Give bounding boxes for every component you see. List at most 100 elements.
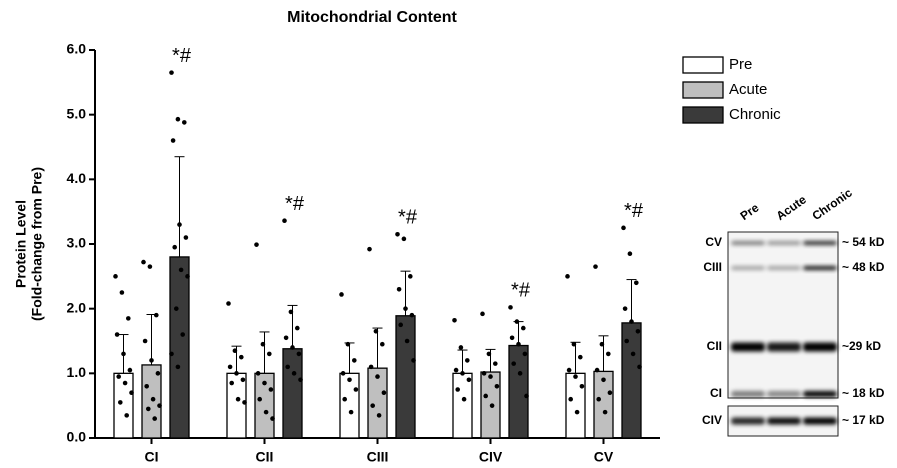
data-point [573, 374, 578, 379]
x-tick-label: CIV [479, 449, 503, 465]
data-point [462, 397, 467, 402]
blot-band [767, 266, 801, 270]
data-point [495, 384, 500, 389]
y-tick-label: 1.0 [67, 364, 87, 380]
data-point [148, 264, 153, 269]
data-point [465, 358, 470, 363]
data-point [567, 368, 572, 373]
data-point [154, 313, 159, 318]
data-point [459, 345, 464, 350]
blot-band [767, 391, 801, 397]
band-size: ~ 54 kD [842, 235, 885, 249]
data-point [377, 413, 382, 418]
data-point [367, 247, 372, 252]
bar [509, 346, 528, 438]
data-point [233, 348, 238, 353]
band-label: CIV [702, 413, 722, 427]
x-tick-label: CV [594, 449, 614, 465]
data-point [369, 365, 374, 370]
data-point [636, 329, 641, 334]
blot-band [731, 343, 765, 352]
blot-band [803, 241, 837, 245]
data-point [236, 397, 241, 402]
data-point [169, 70, 174, 75]
data-point [352, 358, 357, 363]
data-point [128, 368, 133, 373]
data-point [143, 339, 148, 344]
data-point [565, 274, 570, 279]
bar [142, 365, 161, 438]
data-point [482, 371, 487, 376]
data-point [580, 384, 585, 389]
data-point [398, 323, 403, 328]
annotation: *# [285, 193, 305, 215]
data-point [242, 400, 247, 405]
bar [340, 373, 359, 438]
data-point [454, 368, 459, 373]
blot-band [803, 391, 837, 397]
data-point [403, 306, 408, 311]
data-point [375, 374, 380, 379]
data-point [172, 245, 177, 250]
data-point [257, 397, 262, 402]
band-label: CIII [703, 260, 722, 274]
data-point [370, 403, 375, 408]
band-label: CV [705, 235, 722, 249]
data-point [157, 403, 162, 408]
blot-band [731, 391, 765, 397]
data-point [634, 281, 639, 286]
data-point [285, 365, 290, 370]
x-tick-label: CII [256, 449, 274, 465]
data-point [408, 274, 413, 279]
data-point [508, 305, 513, 310]
data-point [144, 384, 149, 389]
data-point [524, 394, 529, 399]
data-point [467, 378, 472, 383]
data-point [121, 352, 126, 357]
bar [170, 257, 189, 438]
data-point [113, 274, 118, 279]
data-point [490, 403, 495, 408]
data-point [374, 329, 379, 334]
y-tick-label: 0.0 [67, 429, 87, 445]
data-point [455, 387, 460, 392]
chart-title: Mitochondrial Content [287, 9, 457, 26]
data-point [624, 339, 629, 344]
y-axis-title: (Fold-change from Pre) [29, 167, 45, 321]
blot [728, 232, 838, 436]
data-point [234, 371, 239, 376]
y-tick-label: 4.0 [67, 170, 87, 186]
data-point [341, 371, 346, 376]
data-point [575, 410, 580, 415]
data-point [460, 371, 465, 376]
data-point [290, 345, 295, 350]
annotation: *# [172, 45, 192, 67]
data-point [397, 287, 402, 292]
data-point [185, 274, 190, 279]
data-point [596, 397, 601, 402]
data-point [118, 400, 123, 405]
data-point [521, 326, 526, 331]
data-point [629, 319, 634, 324]
lane-label: Pre [738, 200, 762, 223]
data-point [601, 378, 606, 383]
data-point [637, 365, 642, 370]
data-point [354, 387, 359, 392]
data-point [176, 365, 181, 370]
band-size: ~29 kD [842, 339, 881, 353]
data-point [116, 374, 121, 379]
blot-band [731, 418, 765, 425]
x-tick-label: CI [145, 449, 159, 465]
blot-band [803, 266, 837, 270]
data-point [264, 410, 269, 415]
band-label: CII [707, 339, 722, 353]
y-tick-label: 3.0 [67, 235, 87, 251]
data-point [606, 352, 611, 357]
data-point [149, 358, 154, 363]
band-label: CI [710, 386, 722, 400]
y-axis-title: Protein Level [13, 200, 29, 288]
data-point [603, 410, 608, 415]
bar [396, 316, 415, 438]
blot-band [731, 241, 765, 245]
data-point [631, 352, 636, 357]
